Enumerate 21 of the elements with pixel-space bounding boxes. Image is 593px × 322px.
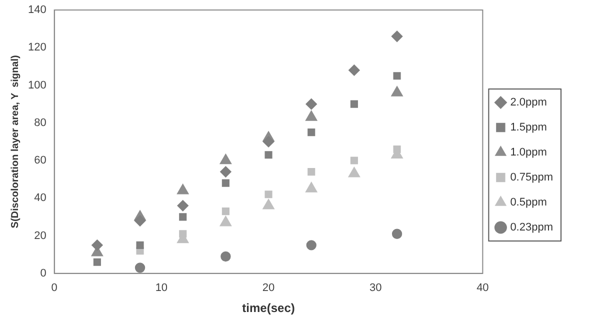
legend-label: 0.75ppm bbox=[510, 172, 554, 184]
y-tick-label: 20 bbox=[34, 230, 46, 242]
y-tick-label: 80 bbox=[34, 116, 46, 129]
y-tick-label: 40 bbox=[34, 192, 46, 204]
x-tick-label: 10 bbox=[155, 282, 168, 294]
x-tick-label: 0 bbox=[51, 282, 58, 294]
x-tick-label: 40 bbox=[476, 282, 489, 294]
legend-label: 1.0ppm bbox=[510, 146, 547, 159]
y-tick-label: 0 bbox=[40, 267, 46, 280]
y-tick-label: 60 bbox=[34, 154, 46, 167]
x-tick-label: 30 bbox=[369, 282, 382, 294]
y-tick-label: 140 bbox=[28, 4, 46, 16]
x-tick-label: 20 bbox=[262, 282, 275, 294]
y-tick-label: 100 bbox=[28, 79, 46, 92]
legend-label: 1.5ppm bbox=[510, 122, 547, 134]
legend-label: 0.23ppm bbox=[510, 222, 554, 234]
y-tick-label: 120 bbox=[28, 42, 46, 54]
y-axis-title: S(Discoloration layer area, Y signal) bbox=[10, 55, 21, 228]
legend-label: 2.0ppm bbox=[510, 96, 547, 109]
legend-label: 0.5ppm bbox=[510, 196, 547, 209]
x-axis-title: time(sec) bbox=[242, 301, 295, 316]
